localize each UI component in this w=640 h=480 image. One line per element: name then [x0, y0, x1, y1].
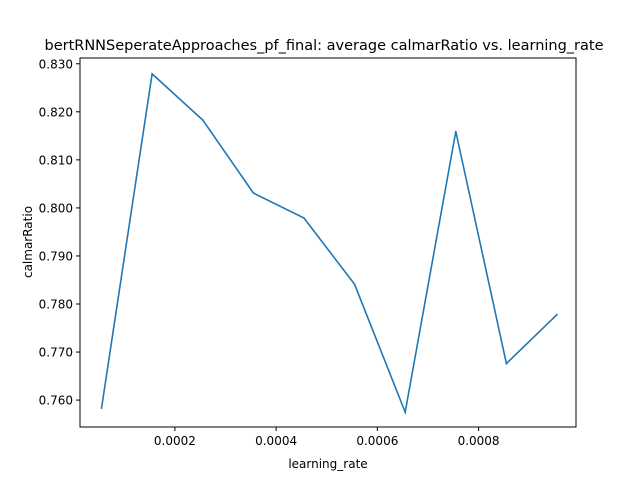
data-point	[303, 217, 305, 219]
y-tick-label: 0.820	[39, 105, 73, 119]
y-tick-label: 0.800	[39, 201, 73, 215]
x-tick-label: 0.0004	[255, 434, 297, 448]
y-tick-label: 0.810	[39, 153, 73, 167]
x-axis-ticks: 0.0002 0.0004 0.0006 0.0008	[154, 427, 500, 448]
y-axis-ticks: 0.760 0.770 0.780 0.790 0.800 0.810 0.820 0.830	[39, 57, 80, 408]
data-point	[556, 313, 558, 316]
y-tick-label: 0.790	[39, 249, 73, 263]
x-tick-label: 0.0008	[458, 434, 500, 448]
x-tick-label: 0.0006	[356, 434, 398, 448]
data-point	[505, 362, 508, 365]
plot-frame	[79, 57, 577, 428]
series-line	[100, 72, 558, 416]
data-point	[100, 407, 103, 410]
data-point	[404, 411, 406, 413]
x-axis-label: learning_rate	[288, 457, 367, 471]
y-tick-label: 0.760	[39, 394, 73, 408]
x-tick-label: 0.0002	[154, 434, 196, 448]
y-tick-label: 0.780	[39, 298, 73, 312]
y-axis-label: calmarRatio	[21, 206, 35, 278]
data-point	[151, 73, 153, 75]
data-point	[454, 130, 457, 133]
y-tick-label: 0.770	[39, 346, 73, 360]
data-point	[353, 283, 356, 286]
chart-title: bertRNNSeperateApproaches_pf_final: aver…	[44, 38, 603, 54]
plot-area	[79, 57, 577, 428]
data-point	[201, 119, 204, 121]
y-tick-label: 0.830	[39, 57, 73, 71]
data-point	[252, 192, 255, 194]
